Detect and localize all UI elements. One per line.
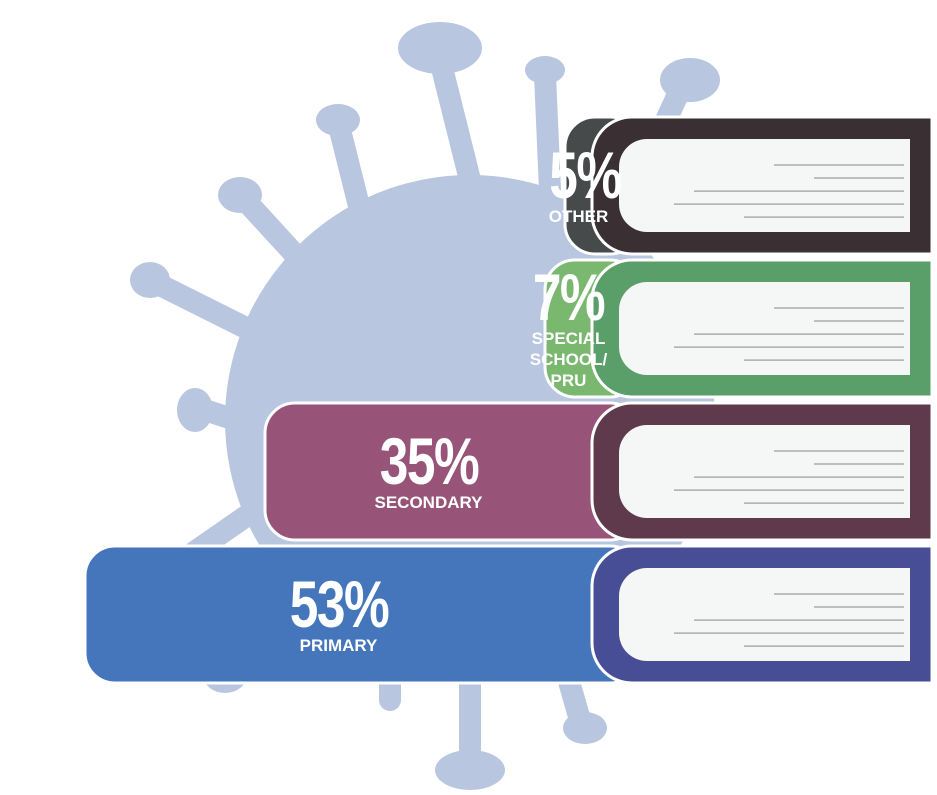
value-label: 7% <box>532 260 606 334</box>
book-pages <box>619 568 910 661</box>
bar-label: 7% SPECIAL SCHOOL/ PRU <box>521 260 616 391</box>
bar-label: 53% PRIMARY <box>209 567 469 656</box>
value-label: 53% <box>289 567 389 641</box>
bar-label: 35% SECONDARY <box>299 424 559 513</box>
category-label: SECONDARY <box>374 493 483 512</box>
category-label: PRIMARY <box>299 636 378 655</box>
category-label: OTHER <box>548 207 609 226</box>
bar-label: 5% OTHER <box>541 138 622 227</box>
book-pages <box>619 282 910 375</box>
value-label: 5% <box>549 138 622 212</box>
book <box>563 115 934 256</box>
category-label: SPECIAL SCHOOL/ PRU <box>529 329 608 390</box>
book <box>83 544 934 685</box>
book <box>263 401 934 542</box>
value-label: 35% <box>379 424 479 498</box>
book-pages <box>619 425 910 518</box>
book <box>543 258 934 399</box>
book-pages <box>619 139 910 232</box>
